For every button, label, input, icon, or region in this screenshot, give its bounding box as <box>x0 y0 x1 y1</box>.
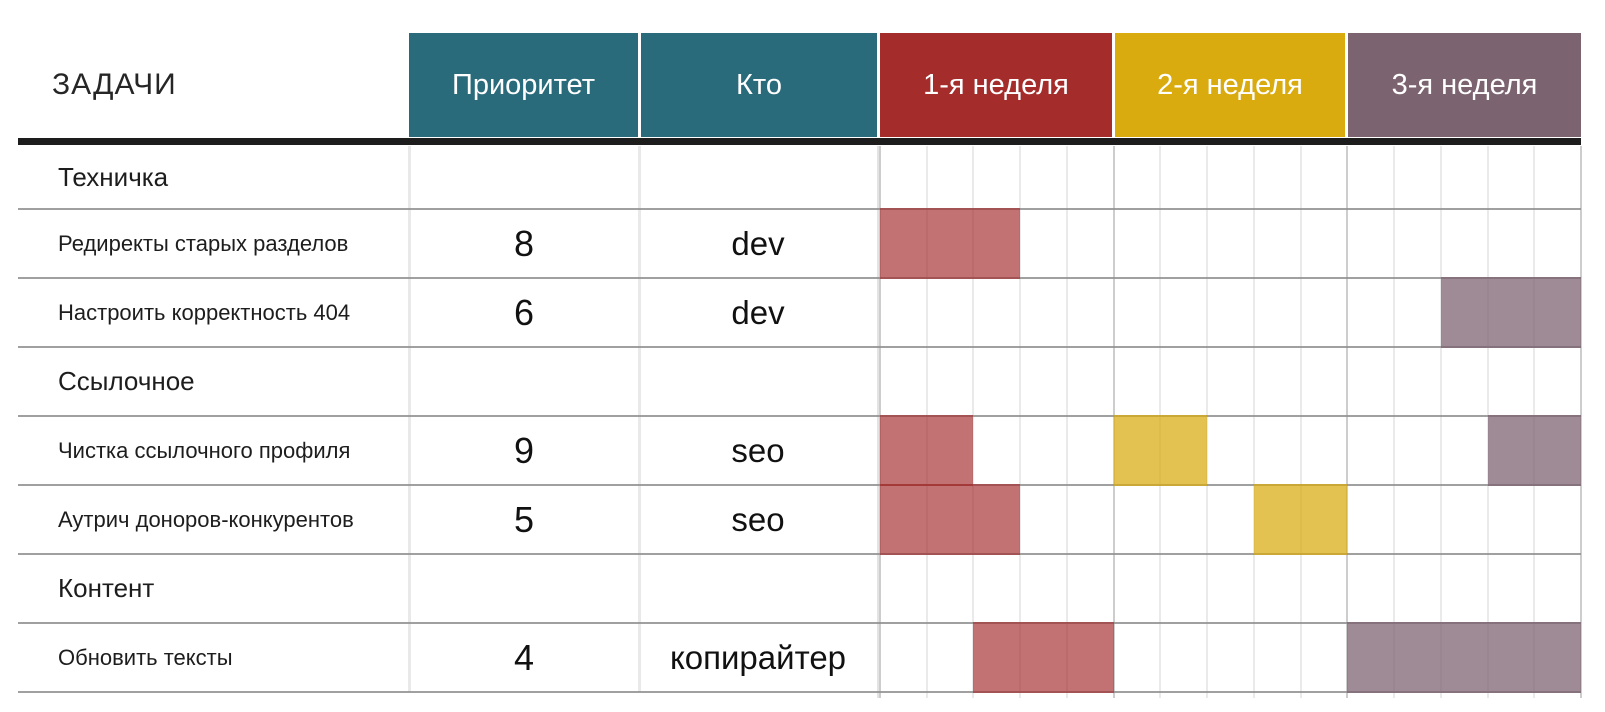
week2-bar <box>1254 484 1347 555</box>
week3-bar <box>1347 622 1581 693</box>
week2-bar <box>1114 415 1207 486</box>
week1-bar <box>880 415 973 486</box>
week1-bar <box>880 484 1020 555</box>
week3-bar <box>1441 277 1581 348</box>
gantt-task-table: ЗАДАЧИ Приоритет Кто 1-я неделя 2-я неде… <box>0 0 1605 712</box>
week1-bar <box>973 622 1113 693</box>
gantt-bars <box>0 0 1605 712</box>
week3-bar <box>1488 415 1581 486</box>
week1-bar <box>880 208 1020 279</box>
